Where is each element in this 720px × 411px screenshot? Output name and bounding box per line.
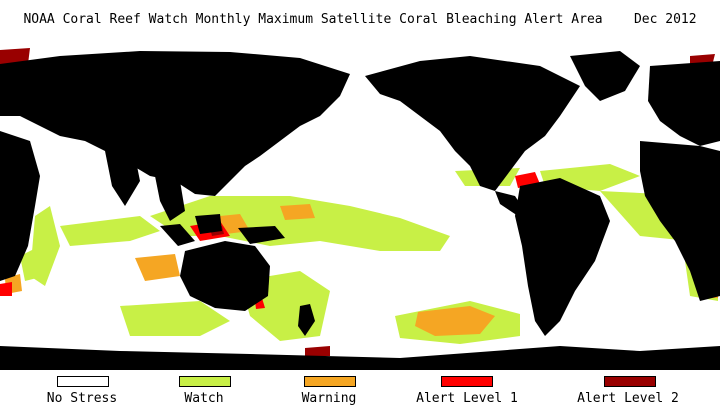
land [0, 51, 720, 370]
north-america [365, 56, 580, 191]
india [105, 151, 140, 206]
legend-swatch-no-stress [57, 376, 109, 387]
legend-swatch-alert2 [604, 376, 656, 387]
new-guinea [238, 226, 285, 244]
antarctica [0, 346, 720, 370]
europe-east [648, 61, 720, 146]
madagascar [5, 241, 18, 271]
africa-east [640, 141, 720, 301]
legend-swatch-watch [179, 376, 231, 387]
south-america [515, 178, 610, 336]
date-text: Dec 2012 [633, 12, 697, 27]
legend-label-watch: Watch [184, 391, 224, 406]
sumatra [160, 224, 195, 246]
eurasia [0, 51, 350, 196]
legend-label-alert1: Alert Level 1 [416, 391, 518, 406]
legend-label-alert2: Alert Level 2 [577, 391, 679, 406]
map-svg [0, 46, 720, 370]
legend-label-no-stress: No Stress [46, 391, 118, 406]
new-zealand [298, 304, 315, 336]
greenland [570, 51, 640, 101]
legend-swatch-alert1 [441, 376, 493, 387]
australia [180, 241, 270, 311]
title-text: NOAA Coral Reef Watch Monthly Maximum Sa… [23, 12, 603, 27]
world-map [0, 46, 720, 370]
legend-swatch-warning [304, 376, 356, 387]
borneo [195, 214, 222, 234]
legend: No Stress Watch Warning Alert Level 1 Al… [0, 376, 720, 411]
map-title: NOAA Coral Reef Watch Monthly Maximum Sa… [0, 12, 720, 27]
southeast-asia [155, 176, 185, 221]
japan [242, 104, 260, 136]
legend-label-warning: Warning [301, 391, 357, 406]
